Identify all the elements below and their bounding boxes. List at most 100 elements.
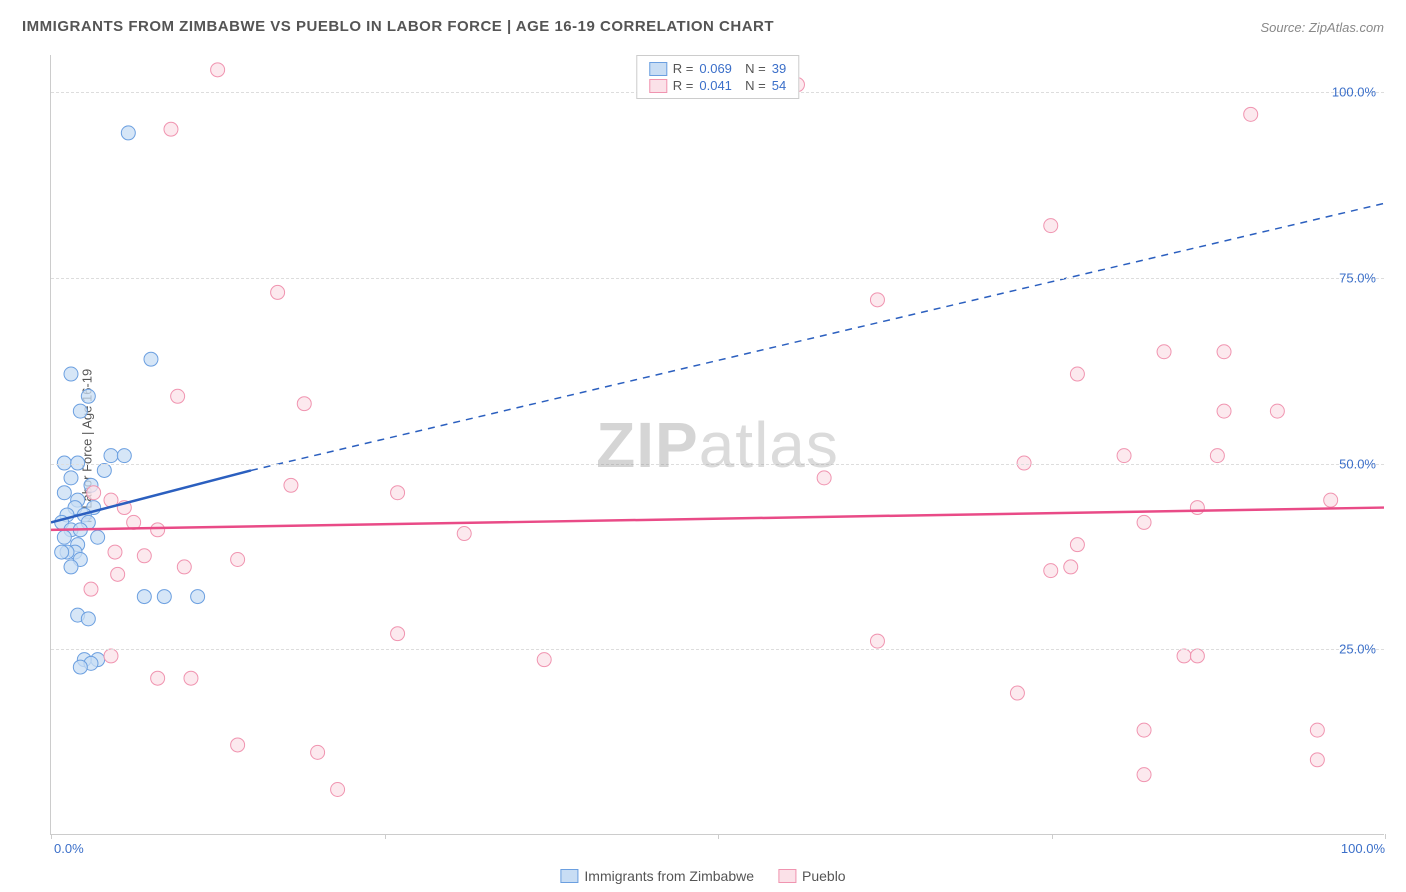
- scatter-point: [1310, 753, 1324, 767]
- source-attribution: Source: ZipAtlas.com: [1260, 20, 1384, 35]
- correlation-legend: R = 0.069 N = 39 R = 0.041 N = 54: [636, 55, 799, 99]
- plot-svg: [51, 55, 1384, 834]
- trend-line-dashed: [251, 203, 1384, 470]
- r-value-zimbabwe: 0.069: [699, 61, 732, 76]
- scatter-point: [211, 63, 225, 77]
- scatter-point: [1010, 686, 1024, 700]
- scatter-point: [1137, 768, 1151, 782]
- scatter-point: [177, 560, 191, 574]
- gridline: [51, 649, 1384, 650]
- scatter-point: [121, 126, 135, 140]
- x-tick-mark: [51, 834, 52, 839]
- scatter-point: [870, 293, 884, 307]
- scatter-point: [87, 486, 101, 500]
- n-label: N =: [738, 78, 766, 93]
- scatter-point: [57, 530, 71, 544]
- scatter-point: [191, 590, 205, 604]
- x-tick-mark: [385, 834, 386, 839]
- scatter-point: [1117, 449, 1131, 463]
- scatter-point: [73, 404, 87, 418]
- scatter-point: [111, 567, 125, 581]
- y-tick-label: 25.0%: [1339, 642, 1376, 657]
- swatch-zimbabwe: [649, 62, 667, 76]
- scatter-point: [297, 397, 311, 411]
- x-tick-mark: [718, 834, 719, 839]
- scatter-point: [73, 660, 87, 674]
- scatter-point: [164, 122, 178, 136]
- scatter-point: [64, 367, 78, 381]
- trend-line: [51, 508, 1384, 530]
- scatter-point: [137, 590, 151, 604]
- scatter-point: [1137, 515, 1151, 529]
- legend-row-pueblo: R = 0.041 N = 54: [649, 77, 786, 94]
- scatter-point: [1244, 107, 1258, 121]
- scatter-point: [817, 471, 831, 485]
- scatter-point: [284, 478, 298, 492]
- scatter-point: [311, 745, 325, 759]
- scatter-point: [104, 649, 118, 663]
- plot-area: ZIPatlas R = 0.069 N = 39 R = 0.041 N = …: [50, 55, 1384, 835]
- scatter-point: [271, 285, 285, 299]
- scatter-point: [151, 523, 165, 537]
- series-legend: Immigrants from Zimbabwe Pueblo: [560, 868, 845, 884]
- scatter-point: [91, 530, 105, 544]
- scatter-point: [64, 560, 78, 574]
- swatch-pueblo-icon: [778, 869, 796, 883]
- x-tick-label: 0.0%: [54, 841, 84, 856]
- legend-item-pueblo: Pueblo: [778, 868, 846, 884]
- scatter-point: [1217, 345, 1231, 359]
- scatter-point: [1177, 649, 1191, 663]
- gridline: [51, 464, 1384, 465]
- scatter-point: [171, 389, 185, 403]
- scatter-point: [55, 545, 69, 559]
- scatter-point: [1217, 404, 1231, 418]
- scatter-point: [391, 627, 405, 641]
- scatter-point: [64, 471, 78, 485]
- scatter-point: [391, 486, 405, 500]
- scatter-point: [1157, 345, 1171, 359]
- scatter-point: [157, 590, 171, 604]
- n-value-zimbabwe: 39: [772, 61, 786, 76]
- scatter-point: [1310, 723, 1324, 737]
- scatter-point: [1044, 564, 1058, 578]
- r-label: R =: [673, 78, 694, 93]
- n-value-pueblo: 54: [772, 78, 786, 93]
- scatter-point: [1137, 723, 1151, 737]
- scatter-point: [137, 549, 151, 563]
- scatter-point: [81, 612, 95, 626]
- scatter-point: [331, 782, 345, 796]
- scatter-point: [81, 389, 95, 403]
- scatter-point: [870, 634, 884, 648]
- scatter-point: [457, 527, 471, 541]
- scatter-point: [1324, 493, 1338, 507]
- scatter-point: [1064, 560, 1078, 574]
- legend-label-pueblo: Pueblo: [802, 868, 846, 884]
- scatter-point: [1190, 649, 1204, 663]
- y-tick-label: 75.0%: [1339, 270, 1376, 285]
- scatter-point: [151, 671, 165, 685]
- n-label: N =: [738, 61, 766, 76]
- x-tick-mark: [1385, 834, 1386, 839]
- scatter-point: [117, 449, 131, 463]
- x-tick-label: 100.0%: [1341, 841, 1385, 856]
- gridline: [51, 278, 1384, 279]
- y-tick-label: 50.0%: [1339, 456, 1376, 471]
- scatter-point: [1070, 538, 1084, 552]
- scatter-point: [231, 738, 245, 752]
- chart-title: IMMIGRANTS FROM ZIMBABWE VS PUEBLO IN LA…: [22, 18, 774, 35]
- swatch-zimbabwe-icon: [560, 869, 578, 883]
- r-value-pueblo: 0.041: [699, 78, 732, 93]
- scatter-point: [104, 449, 118, 463]
- r-label: R =: [673, 61, 694, 76]
- scatter-point: [1190, 501, 1204, 515]
- scatter-point: [1070, 367, 1084, 381]
- scatter-point: [57, 486, 71, 500]
- scatter-point: [97, 463, 111, 477]
- y-tick-label: 100.0%: [1332, 85, 1376, 100]
- scatter-point: [231, 553, 245, 567]
- scatter-point: [1210, 449, 1224, 463]
- scatter-point: [108, 545, 122, 559]
- scatter-point: [144, 352, 158, 366]
- scatter-point: [1270, 404, 1284, 418]
- x-tick-mark: [1052, 834, 1053, 839]
